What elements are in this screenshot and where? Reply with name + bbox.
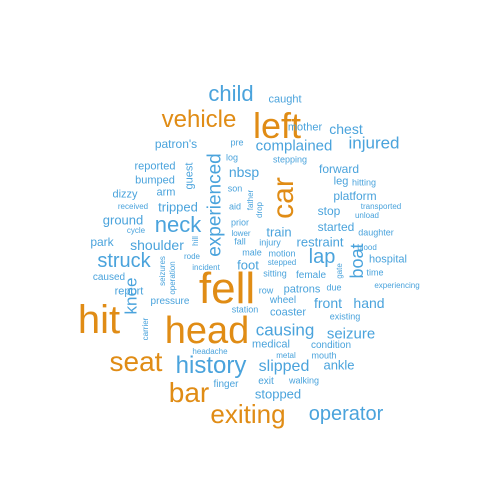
word-male: male bbox=[242, 247, 262, 258]
word-train: train bbox=[266, 224, 292, 240]
word-aid: aid bbox=[228, 201, 242, 212]
word-exit: exit bbox=[258, 376, 274, 387]
word-carrier: carrier bbox=[141, 317, 150, 341]
word-experiencing: experiencing bbox=[374, 281, 420, 290]
word-motion: motion bbox=[268, 248, 296, 259]
word-shoulder: shoulder bbox=[130, 237, 184, 253]
word-pre: pre bbox=[230, 137, 244, 148]
word-stepped: stepped bbox=[267, 258, 297, 267]
word-nbsp: nbsp bbox=[228, 164, 260, 180]
word-blood: blood bbox=[357, 243, 377, 252]
word-injury: injury bbox=[259, 237, 281, 248]
word-row: row bbox=[258, 285, 274, 296]
word-fell: fell bbox=[198, 264, 256, 313]
word-metal: metal bbox=[276, 351, 296, 360]
word-stepping: stepping bbox=[272, 154, 308, 165]
word-hospital: hospital bbox=[369, 253, 407, 266]
word-hand: hand bbox=[353, 295, 385, 311]
word-seat: seat bbox=[109, 346, 163, 377]
word-reported: reported bbox=[134, 160, 176, 173]
word-due: due bbox=[326, 282, 342, 293]
word-stopped: stopped bbox=[254, 386, 302, 402]
word-medical: medical bbox=[252, 338, 290, 351]
word-mother: mother bbox=[287, 121, 323, 134]
word-tripped: tripped bbox=[158, 199, 198, 215]
word-mouth: mouth bbox=[311, 350, 337, 361]
word-operator: operator bbox=[308, 403, 384, 425]
word-vehicle: vehicle bbox=[161, 106, 237, 133]
word-lower: lower bbox=[231, 229, 251, 238]
word-son: son bbox=[227, 183, 243, 194]
word-platform: platform bbox=[333, 189, 377, 203]
word-left: left bbox=[252, 105, 302, 146]
word-lap: lap bbox=[308, 246, 336, 268]
word-bumped: bumped bbox=[135, 174, 175, 187]
word-wheel: wheel bbox=[269, 295, 297, 306]
word-complained: complained bbox=[255, 137, 333, 155]
word-report: report bbox=[114, 285, 144, 298]
word-neck: neck bbox=[154, 212, 202, 237]
word-father: father bbox=[246, 189, 255, 211]
word-female: female bbox=[295, 270, 327, 281]
word-seizure: seizure bbox=[326, 325, 376, 343]
word-rode: rode bbox=[183, 252, 201, 261]
word-car: car bbox=[267, 177, 300, 219]
word-unload: unload bbox=[354, 211, 380, 220]
word-daughter: daughter bbox=[358, 227, 394, 238]
word-hit: hit bbox=[77, 298, 121, 342]
word-drop: drop bbox=[255, 201, 264, 219]
word-patrons: patrons bbox=[283, 283, 321, 296]
word-prior: prior bbox=[230, 217, 250, 228]
word-bar: bar bbox=[168, 377, 210, 408]
word-ankle: ankle bbox=[323, 357, 355, 373]
word-condition: condition bbox=[310, 340, 352, 351]
word-station: station bbox=[231, 304, 259, 315]
word-park: park bbox=[90, 235, 114, 249]
word-hitting: hitting bbox=[351, 177, 377, 188]
word-log: log bbox=[225, 152, 239, 163]
word-struck: struck bbox=[97, 250, 151, 272]
word-headache: headache bbox=[192, 347, 228, 356]
word-walking: walking bbox=[288, 375, 320, 386]
word-received: received bbox=[117, 202, 149, 211]
word-fall: fall bbox=[234, 236, 246, 247]
word-chest: chest bbox=[329, 121, 363, 137]
word-seizures: seizures bbox=[158, 256, 167, 286]
word-injured: injured bbox=[348, 133, 400, 153]
word-history: history bbox=[175, 352, 247, 379]
word-dizzy: dizzy bbox=[112, 188, 138, 201]
word-existing: existing bbox=[329, 311, 361, 322]
word-restraint: restraint bbox=[296, 234, 344, 250]
word-transported: transported bbox=[360, 202, 402, 211]
word-caught: caught bbox=[268, 93, 302, 106]
word-started: started bbox=[317, 220, 355, 234]
word-hill: hill bbox=[191, 236, 200, 246]
word-head: head bbox=[164, 310, 250, 352]
word-stop: stop bbox=[317, 204, 341, 218]
word-arm: arm bbox=[156, 186, 176, 199]
word-cycle: cycle bbox=[126, 226, 146, 235]
word-child: child bbox=[208, 81, 254, 106]
word-sitting: sitting bbox=[263, 268, 287, 279]
word-exiting: exiting bbox=[210, 399, 286, 429]
word-incident: incident bbox=[192, 263, 220, 272]
word-time: time bbox=[366, 267, 384, 278]
word-front: front bbox=[313, 295, 343, 311]
word-gate: gate bbox=[335, 263, 344, 279]
word-operation: operation bbox=[168, 261, 177, 295]
word-foot: foot bbox=[237, 257, 259, 273]
word-guest: guest bbox=[183, 162, 196, 190]
word-caused: caused bbox=[92, 272, 126, 283]
word-forward: forward bbox=[318, 162, 360, 176]
word-ground: ground bbox=[102, 212, 144, 228]
word-patrons-apos: patron's bbox=[154, 137, 198, 151]
word-coaster: coaster bbox=[269, 306, 307, 319]
word-slipped: slipped bbox=[258, 358, 310, 375]
word-experienced: experienced bbox=[204, 153, 226, 257]
word-finger: finger bbox=[213, 379, 239, 390]
word-leg: leg bbox=[333, 175, 349, 188]
word-pressure: pressure bbox=[150, 296, 190, 307]
word-causing: causing bbox=[255, 320, 315, 340]
